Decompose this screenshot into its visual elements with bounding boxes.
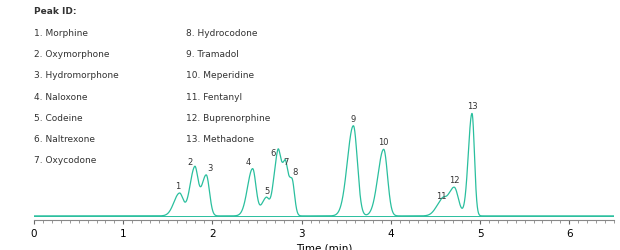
Text: 4: 4 xyxy=(246,158,250,167)
Text: 10. Meperidine: 10. Meperidine xyxy=(186,71,254,80)
Text: 8. Hydrocodone: 8. Hydrocodone xyxy=(186,29,257,38)
Text: 5. Codeine: 5. Codeine xyxy=(34,114,82,123)
Text: 11: 11 xyxy=(436,192,447,200)
Text: 1: 1 xyxy=(175,182,180,191)
Text: 1. Morphine: 1. Morphine xyxy=(34,29,88,38)
Text: 9. Tramadol: 9. Tramadol xyxy=(186,50,239,59)
Text: 12. Buprenorphine: 12. Buprenorphine xyxy=(186,114,270,123)
X-axis label: Time (min): Time (min) xyxy=(296,243,352,250)
Text: 2: 2 xyxy=(187,158,193,167)
Text: 2. Oxymorphone: 2. Oxymorphone xyxy=(34,50,110,59)
Text: 6: 6 xyxy=(270,148,276,158)
Text: 8: 8 xyxy=(293,168,298,177)
Text: Peak ID:: Peak ID: xyxy=(34,8,77,16)
Text: 5: 5 xyxy=(264,188,270,196)
Text: 7. Oxycodone: 7. Oxycodone xyxy=(34,156,97,165)
Text: 12: 12 xyxy=(449,176,459,185)
Text: 7: 7 xyxy=(283,158,288,167)
Text: 13. Methadone: 13. Methadone xyxy=(186,135,254,144)
Text: 9: 9 xyxy=(351,115,356,124)
Text: 13: 13 xyxy=(467,102,477,112)
Text: 11. Fentanyl: 11. Fentanyl xyxy=(186,92,242,102)
Text: 6. Naltrexone: 6. Naltrexone xyxy=(34,135,95,144)
Text: 3: 3 xyxy=(207,164,213,173)
Text: 4. Naloxone: 4. Naloxone xyxy=(34,92,87,102)
Text: 10: 10 xyxy=(378,138,389,147)
Text: 3. Hydromorphone: 3. Hydromorphone xyxy=(34,71,119,80)
